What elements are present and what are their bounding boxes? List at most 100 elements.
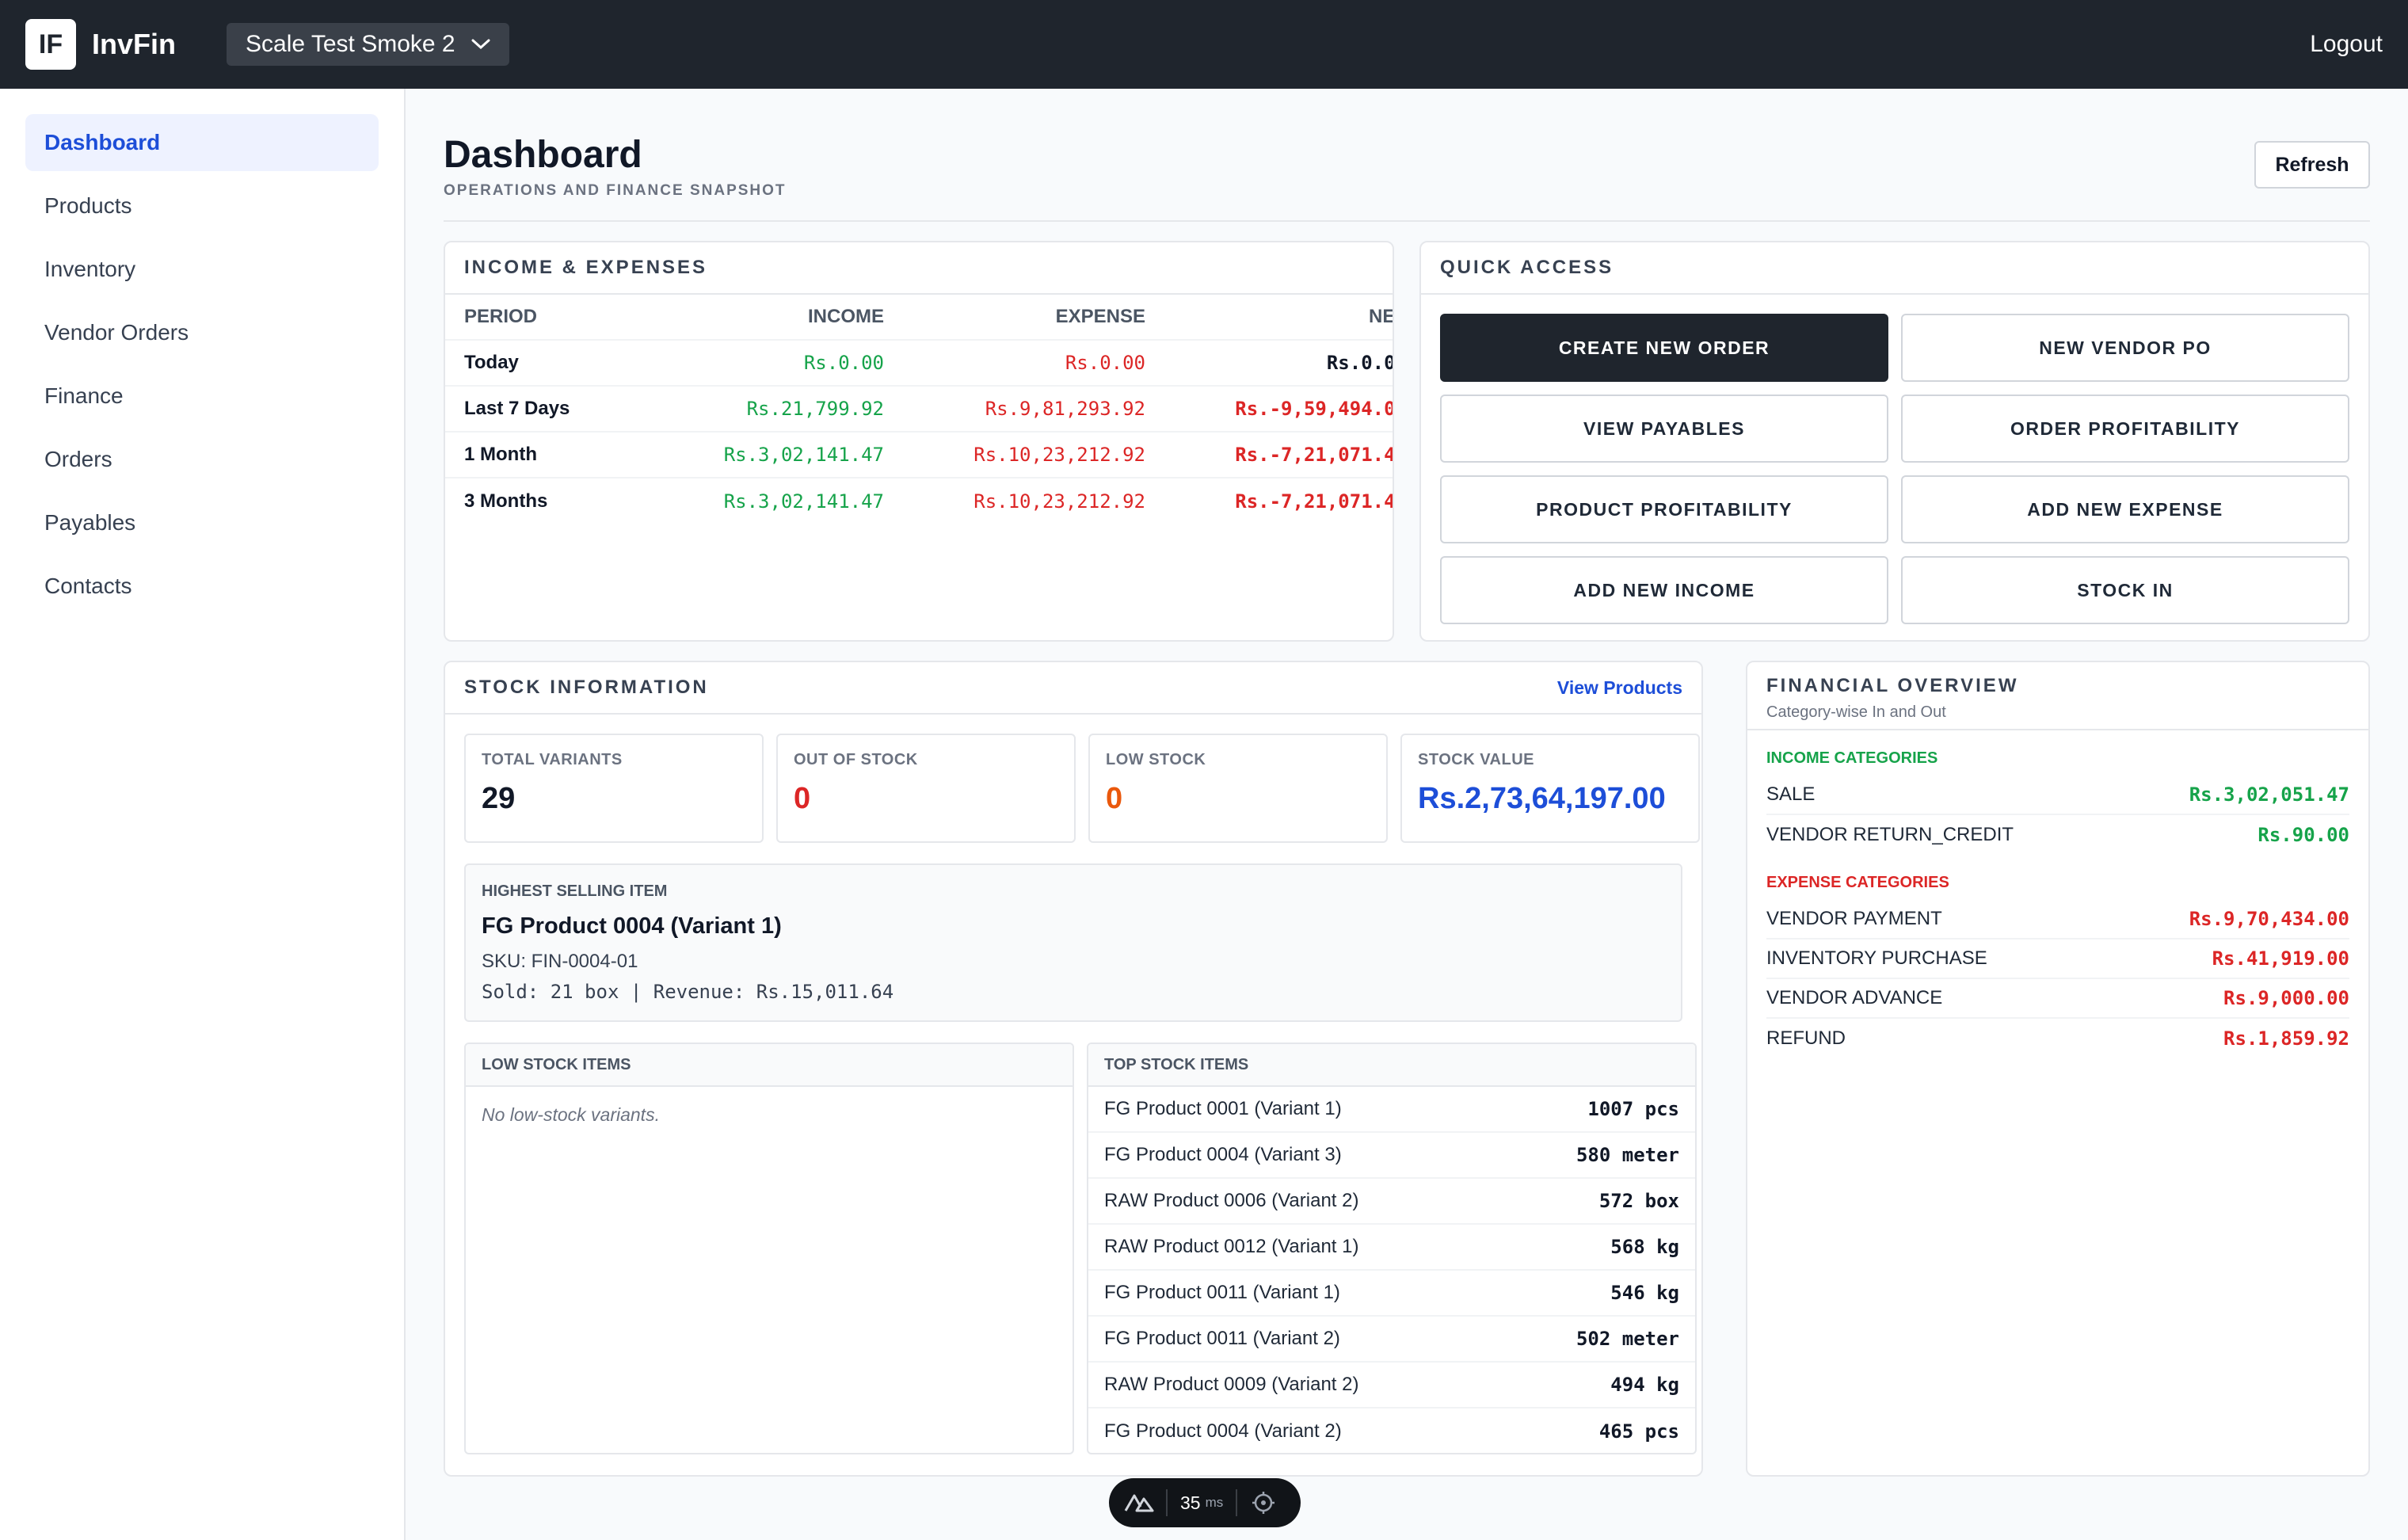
sidebar-item-payables[interactable]: Payables [44,510,136,535]
workspace-selector[interactable]: Scale Test Smoke 2 [227,23,509,66]
inspect-target-icon[interactable] [1252,1491,1275,1515]
item-name: RAW Product 0012 (Variant 1) [1104,1236,1359,1257]
header-divider [444,220,2370,222]
create-new-order-button[interactable]: CREATE NEW ORDER [1440,314,1888,382]
list-item: FG Product 0011 (Variant 1) 546 kg [1088,1271,1695,1317]
view-payables-button[interactable]: VIEW PAYABLES [1440,395,1888,463]
quick-access-card: QUICK ACCESS CREATE NEW ORDER NEW VENDOR… [1419,241,2370,642]
column-header-expense: EXPENSE [1055,306,1145,327]
stat-value: 0 [794,782,811,815]
dev-tools-pill[interactable]: 35 ms [1109,1478,1301,1527]
category-name: VENDOR RETURN_CREDIT [1766,824,2014,845]
quick-access-grid: CREATE NEW ORDER NEW VENDOR PO VIEW PAYA… [1421,295,2368,640]
category-amount: Rs.1,859.92 [2223,1027,2349,1050]
financial-overview-header: FINANCIAL OVERVIEW Category-wise In and … [1747,662,2368,730]
item-name: RAW Product 0006 (Variant 2) [1104,1190,1359,1211]
list-item: FG Product 0011 (Variant 2) 502 meter [1088,1317,1695,1363]
item-name: FG Product 0004 (Variant 2) [1104,1420,1342,1442]
stat-value: 0 [1106,782,1123,815]
category-amount: Rs.9,70,434.00 [2189,908,2349,930]
table-row: 3 Months Rs.3,02,141.47 Rs.10,23,212.92 … [445,478,1393,524]
expense-category-row: INVENTORY PURCHASE Rs.41,919.00 [1766,940,2349,979]
category-amount: Rs.90.00 [2258,824,2349,846]
low-stock-title: LOW STOCK ITEMS [466,1044,1073,1087]
item-qty: 502 meter [1575,1328,1679,1350]
highest-selling-item: HIGHEST SELLING ITEM FG Product 0004 (Va… [464,863,1682,1022]
framework-logo-icon [1124,1494,1154,1512]
sidebar-item-orders[interactable]: Orders [44,447,112,471]
stat-value: 29 [482,782,516,815]
stock-lists: LOW STOCK ITEMS No low-stock variants. T… [445,1022,1701,1454]
income-expenses-card: INCOME & EXPENSES PERIOD INCOME EXPENSE … [444,241,1394,642]
highest-selling-name: FG Product 0004 (Variant 1) [482,913,782,939]
top-stock-title: TOP STOCK ITEMS [1088,1044,1695,1087]
pill-divider [1236,1489,1238,1516]
chevron-down-icon [471,39,490,50]
column-header-period: PERIOD [464,306,538,327]
item-qty: 494 kg [1610,1374,1679,1396]
add-new-expense-button[interactable]: ADD NEW EXPENSE [1901,475,2349,543]
item-qty: 572 box [1598,1190,1679,1212]
highest-selling-sku: SKU: FIN-0004-01 [482,951,638,972]
financial-overview-subtitle: Category-wise In and Out [1766,703,1946,721]
stock-information-title: STOCK INFORMATION [464,677,709,698]
item-name: FG Product 0011 (Variant 1) [1104,1282,1340,1303]
item-name: FG Product 0004 (Variant 3) [1104,1144,1342,1165]
low-stock-empty-message: No low-stock variants. [482,1104,660,1125]
top-stock-list: TOP STOCK ITEMS FG Product 0001 (Variant… [1087,1043,1697,1454]
category-name: INVENTORY PURCHASE [1766,947,1987,969]
highest-selling-sold: Sold: 21 box | Revenue: Rs.15,011.64 [482,981,894,1003]
refresh-button[interactable]: Refresh [2254,141,2370,189]
sidebar-item-products[interactable]: Products [44,193,132,218]
net-cell: Rs.-7,21,071.45 [1235,444,1394,466]
financial-overview-title: FINANCIAL OVERVIEW [1766,675,2019,696]
stock-in-button[interactable]: STOCK IN [1901,556,2349,624]
item-name: FG Product 0011 (Variant 2) [1104,1328,1340,1349]
net-cell: Rs.0.00 [1326,352,1393,374]
income-cell: Rs.0.00 [803,352,884,374]
item-qty: 546 kg [1610,1282,1679,1304]
item-qty: 580 meter [1575,1144,1679,1166]
stat-out-of-stock: OUT OF STOCK 0 [776,734,1076,843]
period-cell: Today [464,352,519,373]
list-item: RAW Product 0012 (Variant 1) 568 kg [1088,1225,1695,1271]
income-expenses-title: INCOME & EXPENSES [445,242,1393,295]
category-name: REFUND [1766,1027,1846,1049]
sidebar-item-finance[interactable]: Finance [44,383,124,408]
income-category-row: VENDOR RETURN_CREDIT Rs.90.00 [1766,815,2349,855]
product-profitability-button[interactable]: PRODUCT PROFITABILITY [1440,475,1888,543]
sidebar-item-inventory[interactable]: Inventory [44,257,136,281]
item-name: FG Product 0001 (Variant 1) [1104,1098,1342,1119]
period-cell: 3 Months [464,490,548,512]
category-name: VENDOR PAYMENT [1766,908,1942,929]
table-row: 1 Month Rs.3,02,141.47 Rs.10,23,212.92 R… [445,433,1393,478]
financial-overview-card: FINANCIAL OVERVIEW Category-wise In and … [1746,661,2370,1477]
view-products-link[interactable]: View Products [1556,677,1682,698]
column-header-income: INCOME [808,306,884,327]
item-qty: 465 pcs [1598,1420,1679,1443]
list-item: FG Product 0004 (Variant 2) 465 pcs [1088,1408,1695,1453]
stat-label: OUT OF STOCK [794,751,918,768]
app-name[interactable]: InvFin [92,28,176,60]
income-category-row: SALE Rs.3,02,051.47 [1766,776,2349,815]
sidebar-item-contacts[interactable]: Contacts [44,574,132,598]
expense-cell: Rs.9,81,293.92 [985,398,1145,420]
net-cell: Rs.-9,59,494.00 [1235,398,1394,420]
stat-stock-value: STOCK VALUE Rs.2,73,64,197.00 [1400,734,1700,843]
logout-button[interactable]: Logout [2310,31,2383,57]
stat-low-stock: LOW STOCK 0 [1088,734,1388,843]
top-bar: IF InvFin Scale Test Smoke 2 Logout [0,0,2408,89]
new-vendor-po-button[interactable]: NEW VENDOR PO [1901,314,2349,382]
main-content: Dashboard OPERATIONS AND FINANCE SNAPSHO… [444,89,2370,1540]
sidebar-item-dashboard[interactable]: Dashboard [25,114,379,171]
category-name: SALE [1766,783,1816,805]
order-profitability-button[interactable]: ORDER PROFITABILITY [1901,395,2349,463]
sidebar-item-vendor-orders[interactable]: Vendor Orders [44,320,189,345]
income-cell: Rs.3,02,141.47 [723,490,884,513]
add-new-income-button[interactable]: ADD NEW INCOME [1440,556,1888,624]
sidebar: Dashboard Products Inventory Vendor Orde… [0,89,406,1540]
app-logo[interactable]: IF [25,19,76,70]
net-cell: Rs.-7,21,071.45 [1235,490,1394,513]
expense-category-row: REFUND Rs.1,859.92 [1766,1019,2349,1058]
category-amount: Rs.9,000.00 [2223,987,2349,1009]
